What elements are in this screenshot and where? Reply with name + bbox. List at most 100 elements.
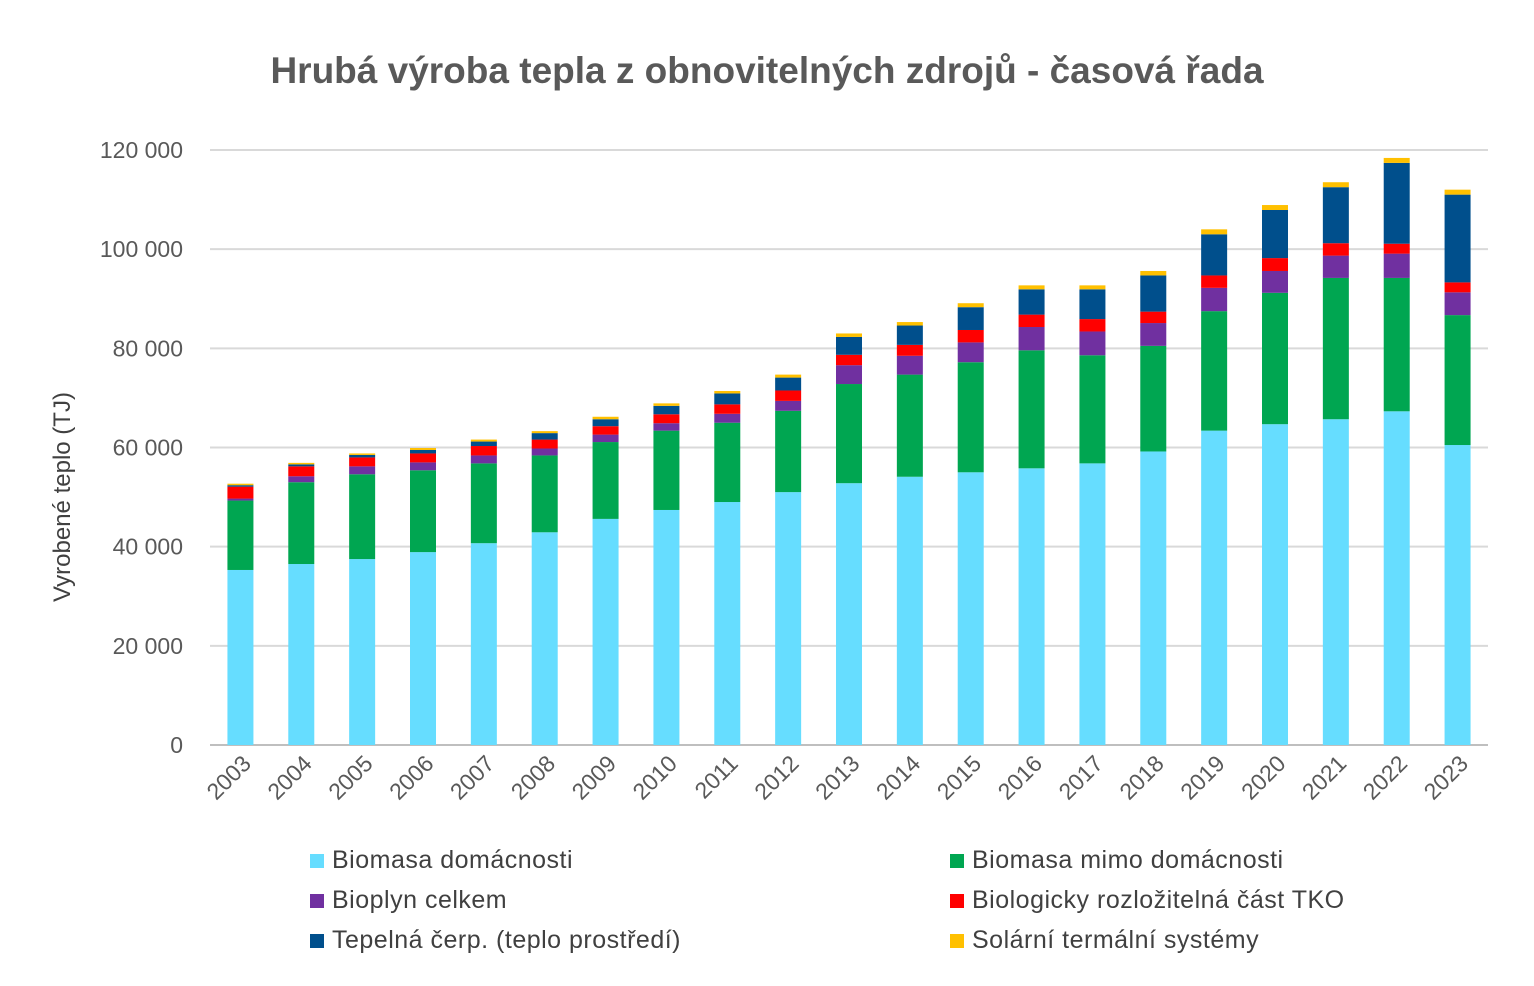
bar-segment bbox=[1383, 411, 1410, 745]
bar-segment bbox=[1018, 314, 1045, 328]
bar-segment bbox=[349, 457, 376, 467]
bar-segment bbox=[1201, 287, 1228, 312]
bar-segment bbox=[1444, 189, 1471, 195]
bar-segment bbox=[592, 416, 619, 420]
legend-label: Biomasa mimo domácnosti bbox=[972, 846, 1284, 874]
x-axis-ticks: 2003 2004 2005 2006 2007 2008 2009 2010 2011 2012… bbox=[201, 750, 1473, 805]
y-tick-label: 20 000 bbox=[113, 633, 183, 659]
legend-label: Tepelná čerp. (teplo prostředí) bbox=[332, 926, 682, 954]
bar-segment bbox=[1201, 311, 1228, 431]
bar-segment bbox=[714, 502, 741, 745]
bar-segment bbox=[1383, 243, 1410, 254]
bar-segment bbox=[1140, 270, 1167, 276]
bar-segment bbox=[1018, 468, 1045, 745]
bar-segment bbox=[410, 552, 436, 745]
bar-segment bbox=[653, 414, 680, 424]
bar-segment bbox=[1322, 277, 1349, 420]
x-tick-label: 2006 bbox=[384, 750, 439, 805]
bar-segment bbox=[1140, 323, 1167, 346]
legend-item: Tepelná čerp. (teplo prostředí) bbox=[310, 926, 681, 955]
legend-item: Biologicky rozložitelná část TKO bbox=[950, 886, 1345, 915]
bar-segment bbox=[1201, 430, 1228, 745]
bar-segment bbox=[896, 374, 923, 477]
legend-swatch bbox=[950, 853, 964, 868]
bar-segment bbox=[1201, 275, 1228, 288]
bar-segment bbox=[288, 464, 315, 467]
y-axis-title: Vyrobené teplo (TJ) bbox=[49, 392, 76, 602]
x-tick-label: 2014 bbox=[871, 750, 926, 805]
bar-segment bbox=[775, 390, 802, 401]
legend-label: Solární termální systémy bbox=[972, 926, 1260, 954]
x-tick-label: 2007 bbox=[445, 750, 500, 805]
x-tick-label: 2009 bbox=[567, 750, 622, 805]
legend-swatch bbox=[950, 933, 964, 948]
x-tick-label: 2008 bbox=[506, 750, 561, 805]
bar-segment bbox=[1079, 331, 1106, 356]
bar-segment bbox=[410, 453, 436, 463]
x-tick-label: 2003 bbox=[201, 750, 256, 805]
bar-segment bbox=[1322, 187, 1349, 244]
bar-segment bbox=[227, 500, 254, 570]
bar-segment bbox=[592, 434, 619, 443]
bar-segment bbox=[1018, 327, 1045, 351]
bar-segment bbox=[227, 485, 254, 487]
x-tick-label: 2010 bbox=[627, 750, 682, 805]
y-tick-label: 60 000 bbox=[113, 435, 183, 461]
bar-segment bbox=[775, 492, 802, 745]
bar-segment bbox=[470, 463, 497, 544]
y-tick-label: 80 000 bbox=[113, 335, 183, 361]
bar-segment bbox=[775, 410, 802, 493]
bar-segment bbox=[1018, 285, 1045, 290]
bar-segment bbox=[957, 472, 984, 745]
bar-segment bbox=[836, 384, 862, 484]
bar-segment bbox=[288, 462, 315, 465]
x-tick-label: 2016 bbox=[993, 750, 1048, 805]
x-tick-label: 2023 bbox=[1419, 750, 1474, 805]
bar-segment bbox=[1383, 277, 1410, 412]
x-tick-label: 2022 bbox=[1358, 750, 1413, 805]
bar-segment bbox=[653, 403, 680, 406]
bar-segment bbox=[896, 325, 923, 345]
bar-segment bbox=[1140, 275, 1167, 312]
bar-segment bbox=[349, 559, 376, 745]
x-tick-label: 2013 bbox=[810, 750, 865, 805]
legend-item: Biomasa mimo domácnosti bbox=[950, 846, 1284, 875]
bar-segment bbox=[470, 543, 497, 745]
y-tick-label: 0 bbox=[170, 732, 183, 758]
x-tick-label: 2004 bbox=[262, 750, 317, 805]
bar-segment bbox=[653, 423, 680, 431]
bar-segment bbox=[896, 344, 923, 356]
x-tick-label: 2018 bbox=[1114, 750, 1169, 805]
bar-segment bbox=[349, 466, 376, 475]
bar-segment bbox=[1322, 419, 1349, 745]
bar-segment bbox=[470, 441, 497, 447]
bar-segment bbox=[775, 377, 802, 391]
bar-segment bbox=[1018, 289, 1045, 315]
bar-segment bbox=[1140, 345, 1167, 452]
bar-segment bbox=[1079, 355, 1106, 464]
bar-segment bbox=[896, 355, 923, 375]
y-tick-label: 100 000 bbox=[100, 236, 183, 262]
bar-segment bbox=[957, 362, 984, 473]
bar-segment bbox=[531, 433, 558, 440]
bar-segment bbox=[957, 342, 984, 363]
bar-segment bbox=[714, 413, 741, 423]
x-tick-label: 2020 bbox=[1236, 750, 1291, 805]
bar-segment bbox=[410, 447, 436, 450]
legend-swatch bbox=[310, 933, 324, 948]
legend-swatch bbox=[950, 893, 964, 908]
x-tick-label: 2019 bbox=[1175, 750, 1230, 805]
bar-segment bbox=[957, 307, 984, 330]
bar-segment bbox=[714, 404, 741, 414]
bar-segment bbox=[714, 393, 741, 405]
chart-title: Hrubá výroba tepla z obnovitelných zdroj… bbox=[270, 50, 1264, 91]
bar-segment bbox=[1262, 270, 1288, 293]
bar-segment bbox=[714, 390, 741, 394]
bar-segment bbox=[592, 518, 619, 745]
bar-segment bbox=[1383, 162, 1410, 244]
bar-segment bbox=[470, 455, 497, 464]
bar-segment bbox=[1322, 243, 1349, 256]
bar-segment bbox=[1322, 255, 1349, 278]
bar-segment bbox=[1140, 451, 1167, 745]
